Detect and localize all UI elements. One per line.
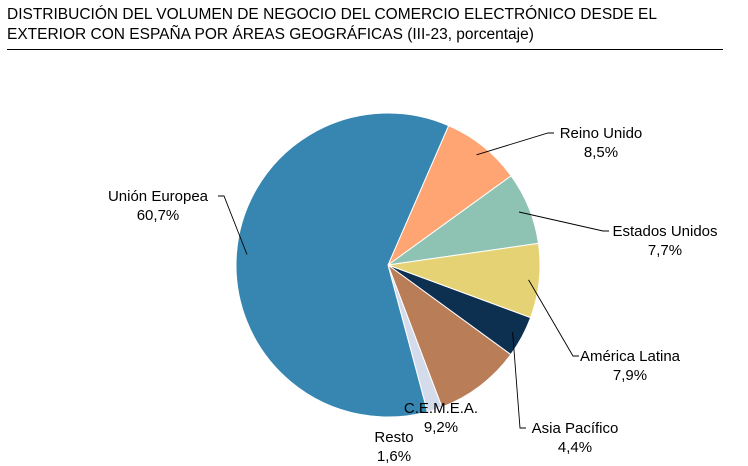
pie-slice-c-e-m-e-a	[386, 263, 512, 408]
data-value-c-e-m-e-a: 9,2%	[424, 419, 458, 436]
data-value-resto: 1,6%	[377, 448, 411, 465]
chart-title: DISTRIBUCIÓN DEL VOLUMEN DE NEGOCIO DEL …	[7, 5, 723, 50]
chart-title-line-2: EXTERIOR CON ESPAÑA POR ÁREAS GEOGRÁFICA…	[7, 26, 534, 43]
leader-line-estados-unidos	[518, 211, 609, 232]
leader-line-reino-unido	[476, 132, 554, 156]
data-value-asia-pacifico: 4,4%	[558, 439, 592, 456]
chart-title-line-1: DISTRIBUCIÓN DEL VOLUMEN DE NEGOCIO DEL …	[7, 6, 657, 23]
data-label-america-latina: América Latina	[580, 348, 681, 365]
data-label-union-europea: Unión Europea	[108, 188, 209, 205]
data-label-c-e-m-e-a: C.E.M.E.A.	[404, 400, 478, 417]
leader-line-america-latina	[528, 279, 579, 357]
data-label-resto: Resto	[374, 429, 413, 446]
data-value-union-europea: 60,7%	[137, 207, 180, 224]
data-value-estados-unidos: 7,7%	[648, 242, 682, 259]
data-value-america-latina: 7,9%	[613, 367, 647, 384]
data-label-asia-pacifico: Asia Pacífico	[532, 420, 619, 437]
leader-lines	[218, 132, 609, 429]
data-labels: Reino Unido 8,5% Estados Unidos 7,7% América…	[108, 125, 718, 465]
pie-slice-union-europea	[235, 112, 450, 418]
data-label-estados-unidos: Estados Unidos	[612, 223, 717, 240]
pie-slices	[235, 112, 541, 418]
leader-line-asia-pacifico	[512, 331, 526, 429]
leader-line-union-europea	[218, 195, 248, 255]
data-value-reino-unido: 8,5%	[584, 144, 618, 161]
data-label-reino-unido: Reino Unido	[560, 125, 643, 142]
